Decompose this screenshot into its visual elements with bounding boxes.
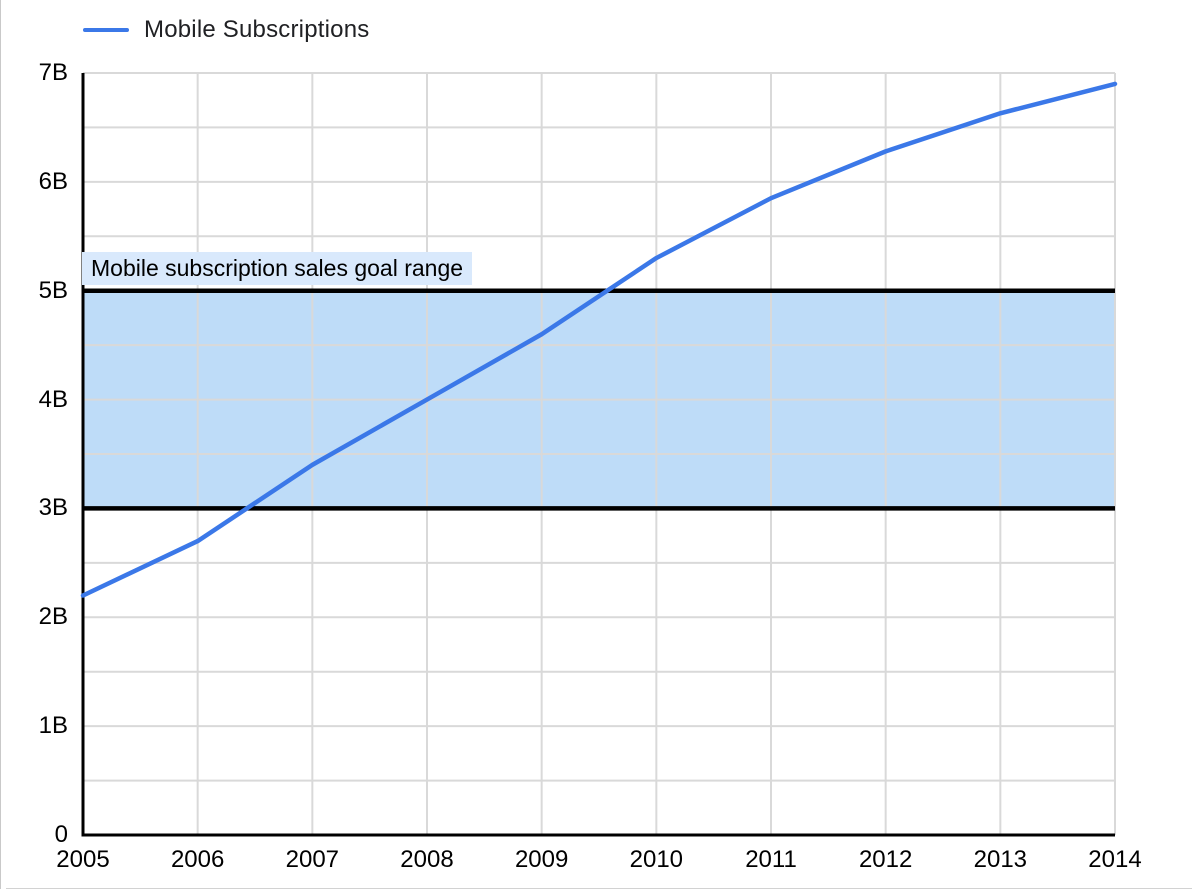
y-tick-label: 5B	[38, 276, 68, 304]
goal-range-annotation-label: Mobile subscription sales goal range	[82, 252, 473, 285]
x-tick-label: 2012	[858, 846, 913, 873]
x-tick-label: 2011	[745, 846, 797, 873]
window-edge-left	[0, 0, 1, 889]
x-tick-label: 2013	[973, 846, 1028, 873]
chart-legend[interactable]: Mobile Subscriptions	[83, 16, 369, 44]
x-tick-label: 2014	[1088, 846, 1142, 873]
legend-label: Mobile Subscriptions	[144, 16, 370, 43]
window-edge-bottom	[6, 888, 1192, 889]
y-tick-label: 1B	[38, 712, 68, 740]
x-tick-label: 2009	[514, 846, 569, 873]
y-tick-label: 0	[54, 821, 68, 848]
y-tick-label: 2B	[38, 603, 68, 631]
x-tick-label: 2006	[170, 846, 225, 873]
x-tick-label: 2005	[56, 846, 110, 873]
x-tick-label: 2010	[629, 846, 684, 873]
y-tick-label: 3B	[38, 494, 68, 522]
legend-line-swatch	[83, 28, 129, 32]
y-tick-label: 4B	[38, 385, 68, 413]
x-tick-label: 2007	[285, 846, 340, 873]
y-tick-label: 7B	[38, 59, 68, 86]
data-line-mobile-subscriptions	[80, 81, 1118, 598]
y-tick-label: 6B	[38, 167, 68, 195]
x-tick-label: 2008	[400, 846, 454, 873]
